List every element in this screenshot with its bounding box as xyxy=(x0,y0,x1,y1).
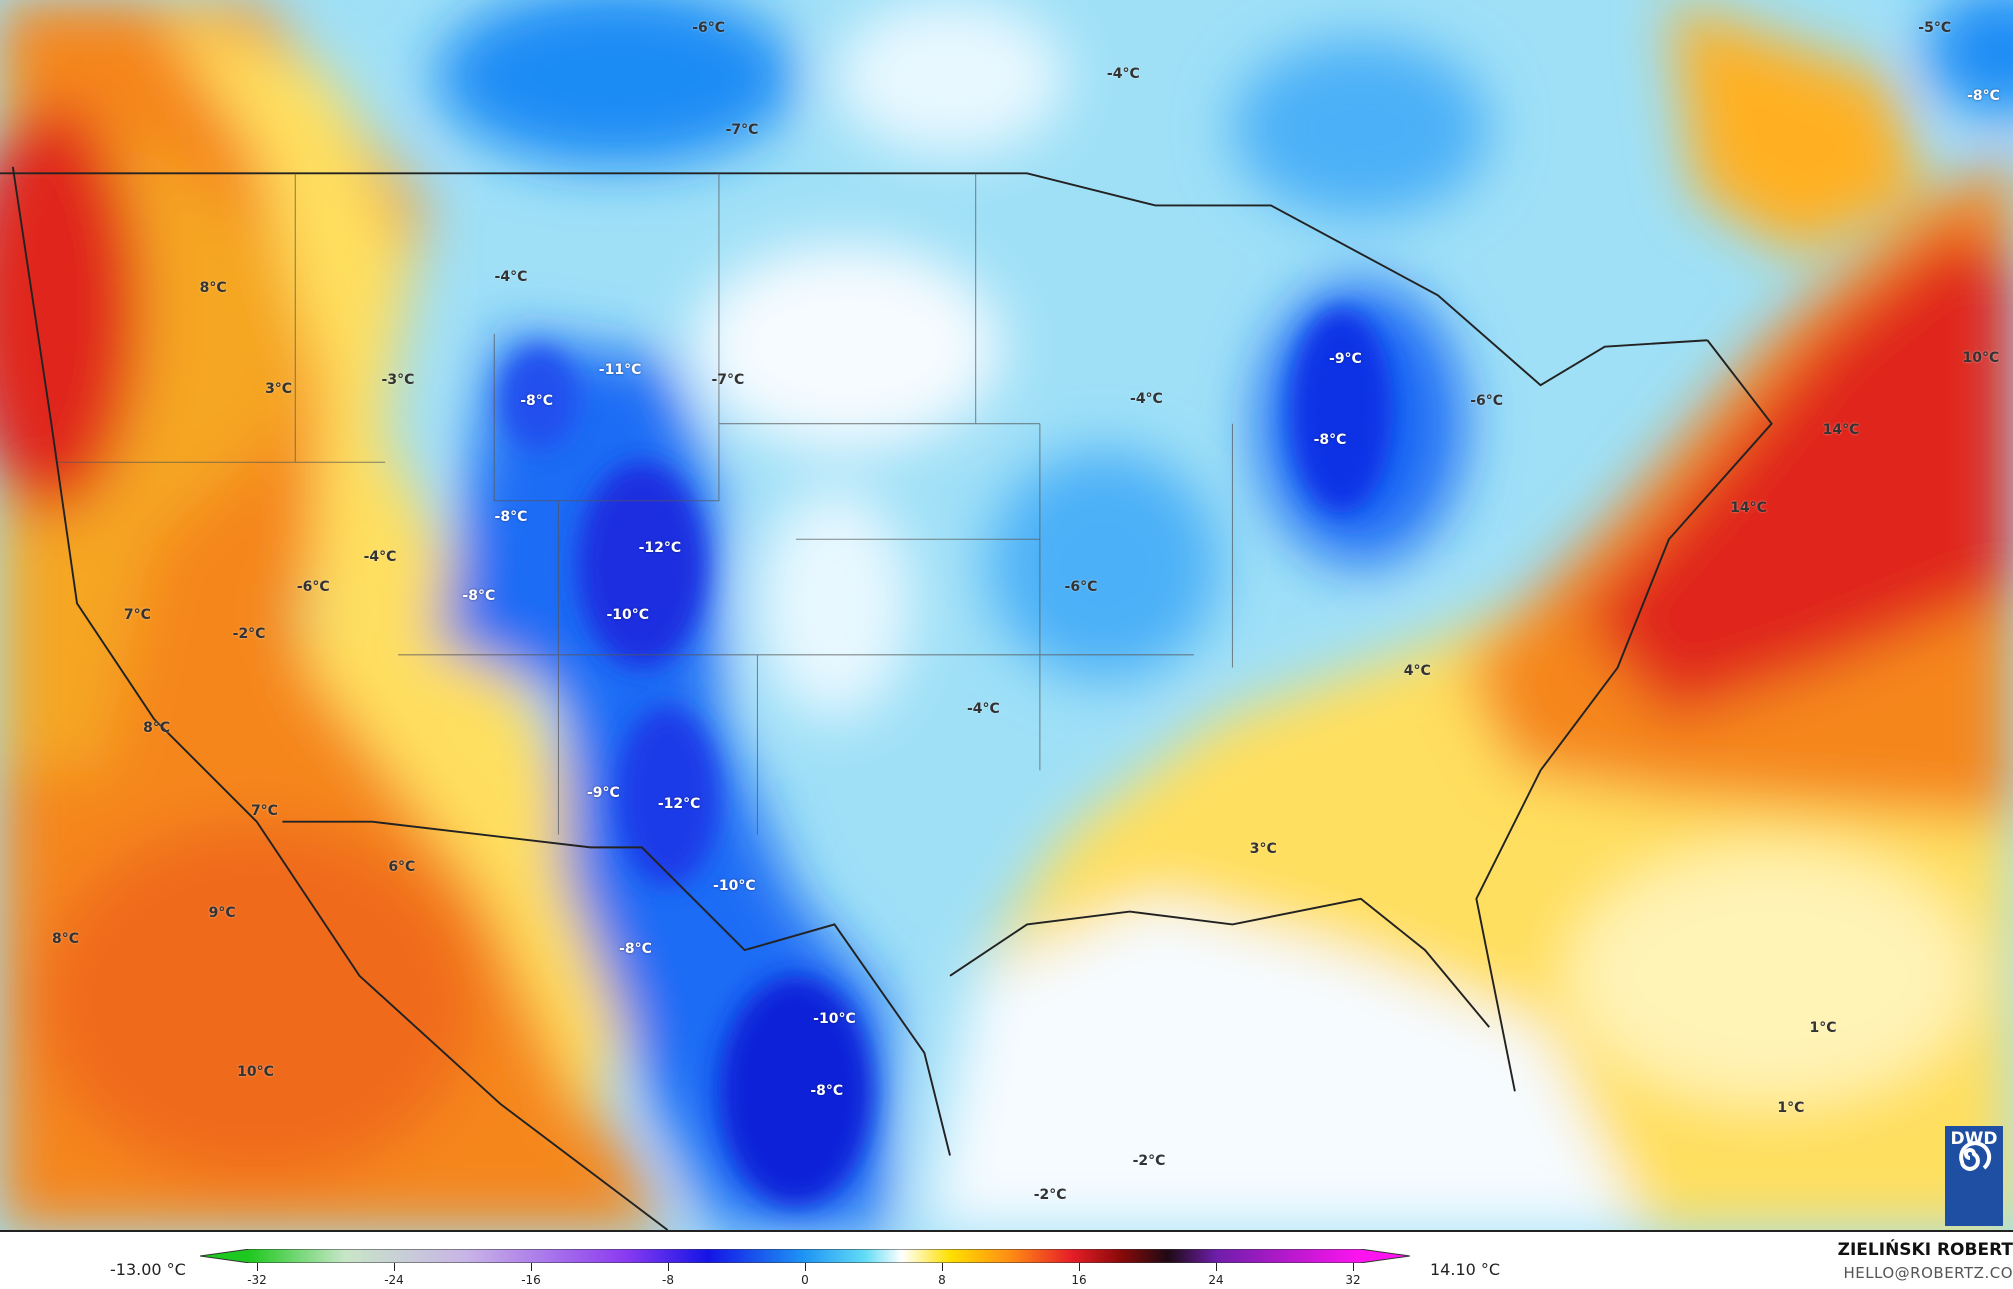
temperature-label: -4°C xyxy=(1106,66,1140,83)
colorbar xyxy=(200,1249,1410,1263)
temperature-label: -3°C xyxy=(381,372,415,389)
temperature-field xyxy=(0,0,2013,1230)
temperature-label: -4°C xyxy=(494,269,528,286)
temperature-label: -6°C xyxy=(692,20,726,37)
temperature-label: 10°C xyxy=(1962,350,2000,367)
colorbar-tick-label: 16 xyxy=(1071,1273,1087,1287)
borders xyxy=(0,166,1773,1230)
colorbar-tick-mark xyxy=(1216,1263,1217,1271)
temperature-label: -7°C xyxy=(725,121,759,138)
colorbar-tick-label: 24 xyxy=(1208,1273,1224,1287)
temperature-label: -11°C xyxy=(598,361,642,378)
colorbar-tick-label: 0 xyxy=(801,1273,809,1287)
temperature-label: -8°C xyxy=(462,587,496,604)
temperature-label: 1°C xyxy=(1809,1020,1837,1037)
temperature-label: 8°C xyxy=(51,930,79,947)
temperature-label: 7°C xyxy=(123,607,151,623)
temperature-label: 3°C xyxy=(265,381,293,398)
colorbar-tick-label: 32 xyxy=(1345,1273,1361,1287)
colorbar-tick-mark xyxy=(942,1263,943,1271)
temperature-label: 4°C xyxy=(1403,663,1431,680)
temperature-label: -10°C xyxy=(606,607,650,623)
temperature-label: -6°C xyxy=(1064,578,1098,595)
temperature-label: -8°C xyxy=(810,1083,844,1100)
temperature-label: -7°C xyxy=(711,372,745,389)
temperature-label: -2°C xyxy=(232,626,266,643)
temperature-label: -10°C xyxy=(813,1011,856,1028)
colorbar-tick-mark xyxy=(668,1263,669,1271)
colorbar-tick-label: -32 xyxy=(247,1273,267,1287)
colorbar-tick-label: -24 xyxy=(384,1273,404,1287)
temperature-label: -5°C xyxy=(1918,20,1952,37)
spiral-icon xyxy=(1959,1141,1992,1171)
temperature-label: -12°C xyxy=(657,795,701,812)
temperature-label: -4°C xyxy=(363,549,397,566)
temperature-label: 8°C xyxy=(199,279,227,296)
colorbar-tick-label: -16 xyxy=(521,1273,541,1287)
temperature-label: -10°C xyxy=(713,877,756,894)
temperature-label: 1°C xyxy=(1777,1100,1805,1117)
temperature-label: -9°C xyxy=(1329,351,1362,368)
colorbar-tick-mark xyxy=(531,1263,532,1271)
temperature-label: 14°C xyxy=(1730,500,1767,517)
temperature-label: 14°C xyxy=(1822,422,1860,439)
temperature-label: -9°C xyxy=(586,785,620,802)
author-name: ZIELIŃSKI ROBERT xyxy=(1837,1240,2013,1260)
temperature-label: -6°C xyxy=(296,578,330,595)
author-email[interactable]: HELLO@ROBERTZ.CO xyxy=(1843,1264,2013,1282)
colorbar-tick-mark xyxy=(1079,1263,1080,1271)
temperature-label: -2°C xyxy=(1033,1187,1067,1204)
temperature-label: 8°C xyxy=(143,719,171,736)
min-value: -13.00 °C xyxy=(110,1260,186,1279)
colorbar-tick-mark xyxy=(805,1263,806,1271)
dwd-logo-text: DWD xyxy=(1950,1129,1998,1149)
dwd-logo: DWD xyxy=(1945,1126,2003,1226)
temperature-label: -8°C xyxy=(1967,88,2000,105)
temperature-label: 6°C xyxy=(388,858,416,875)
legend-footer: -13.00 °C -32 -24 -16 -8 0 8 16 24 32 14.10 °C Z… xyxy=(0,1230,2013,1289)
colorbar-tick-label: 8 xyxy=(938,1273,946,1287)
colorbar-tick-mark xyxy=(394,1263,395,1271)
temperature-label: -2°C xyxy=(1132,1152,1166,1169)
temperature-label: 9°C xyxy=(208,904,236,921)
temperature-label: -8°C xyxy=(1313,432,1347,449)
temperature-label: -6°C xyxy=(1470,392,1504,409)
temperature-label: 7°C xyxy=(250,803,278,820)
temperature-label: -8°C xyxy=(494,509,528,526)
temperature-label: 3°C xyxy=(1249,840,1277,857)
temperature-label: -8°C xyxy=(619,940,652,957)
temperature-label: 10°C xyxy=(237,1064,274,1081)
colorbar-tick-label: -8 xyxy=(662,1273,674,1287)
max-value: 14.10 °C xyxy=(1430,1260,1501,1279)
colorbar-tick-mark xyxy=(1353,1263,1354,1271)
colorbar-tick-mark xyxy=(257,1263,258,1271)
temperature-map: -6°C -7°C -4°C -5°C -8°C -4°C 8°C 3°C -3°C -8°C -1… xyxy=(0,0,2013,1230)
temperature-label: -4°C xyxy=(966,700,1000,717)
temperature-label: -8°C xyxy=(520,392,554,409)
temperature-label: -12°C xyxy=(638,540,682,557)
temperature-label: -4°C xyxy=(1130,391,1163,408)
